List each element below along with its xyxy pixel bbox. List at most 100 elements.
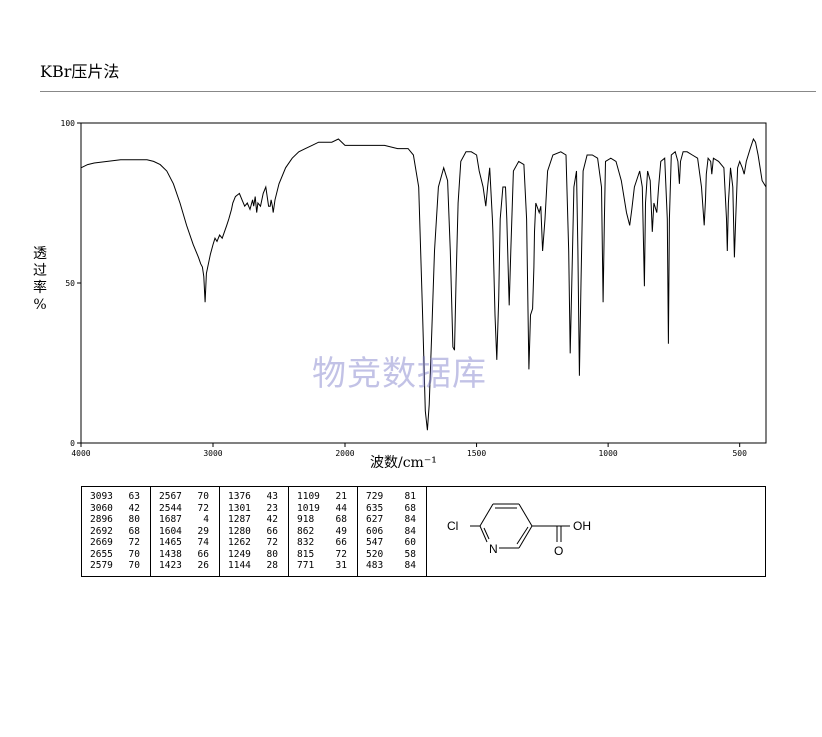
peak-transmittance: 81 [404,491,416,502]
peak-wavenumber: 1019 [297,502,320,514]
peak-table-row: 2544 72 [151,503,219,515]
plot-frame [80,122,767,444]
peak-transmittance: 70 [197,491,209,502]
peak-transmittance: 84 [404,560,416,571]
peak-wavenumber: 2655 [90,548,113,560]
peak-table-row: 606 84 [358,526,426,538]
peak-table-row: 1280 66 [220,526,288,538]
peak-transmittance: 72 [197,502,209,514]
x-axis-label: 波数/cm⁻¹ [370,455,437,471]
peak-table-row: 547 60 [358,537,426,549]
peak-wavenumber: 1301 [228,502,251,514]
x-tick-label: 4000 [71,449,90,458]
peak-wavenumber: 1287 [228,514,251,525]
peak-wavenumber: 1376 [228,491,251,502]
peak-transmittance: 26 [197,560,209,571]
peak-transmittance: 70 [128,560,140,571]
peak-wavenumber: 3060 [90,502,113,514]
peak-transmittance: 42 [128,502,140,514]
chlorine-label: Cl [447,519,458,533]
y-axis-label-char: 率 [33,280,47,296]
peak-table-row: 520 58 [358,549,426,561]
peak-transmittance: 68 [404,502,416,514]
peak-table-row: 729 81 [358,491,426,503]
peak-transmittance: 21 [335,491,347,502]
peak-table: 3093 63 3060 42 2896 80 2692 68 2669 72 2655 70 2579… [81,486,766,577]
x-axis-ticks: 4000 3000 2000 1500 1000 500 [71,443,747,458]
peak-wavenumber: 832 [297,537,315,548]
y-tick-label: 50 [65,279,75,288]
ir-spectrum-chart: 0 50 100 4000 3000 2000 1500 1000 500 [61,119,767,458]
peak-table-column: 729 81 635 68 627 84 606 84 547 60 520 58 483 84 [358,487,427,576]
oxygen-label: O [554,544,563,558]
peak-table-row: 771 31 [289,560,357,572]
peak-table-row: 2669 72 [82,537,150,549]
peak-wavenumber: 1109 [297,491,320,502]
peak-transmittance: 44 [335,502,347,514]
peak-transmittance: 80 [266,548,278,560]
peak-transmittance: 66 [197,548,209,560]
peak-transmittance: 66 [266,525,278,537]
peak-wavenumber: 2692 [90,525,113,537]
peak-table-row: 815 72 [289,549,357,561]
peak-wavenumber: 771 [297,560,315,571]
peak-table-row: 1287 42 [220,514,288,526]
y-axis-label: 透过率% [30,246,50,314]
peak-transmittance: 42 [266,514,278,525]
sample-method-label: KBr压片法 [40,62,120,81]
peak-transmittance: 68 [335,514,347,525]
peak-wavenumber: 606 [366,525,384,537]
peak-table-column: 2567 70 2544 72 1687 4 1604 29 1465 74 1438 66 1423 2… [151,487,220,576]
peak-table-row: 2655 70 [82,549,150,561]
peak-table-row: 1604 29 [151,526,219,538]
peak-wavenumber: 918 [297,514,315,525]
peak-transmittance: 80 [128,514,140,525]
peak-wavenumber: 815 [297,548,315,560]
peak-table-row: 862 49 [289,526,357,538]
peak-wavenumber: 547 [366,537,384,548]
peak-wavenumber: 1280 [228,525,251,537]
peak-table-row: 1376 43 [220,491,288,503]
peak-wavenumber: 2579 [90,560,113,571]
peak-wavenumber: 1423 [159,560,182,571]
peak-table-columns: 3093 63 3060 42 2896 80 2692 68 2669 72 2655 70 2579… [82,487,427,576]
peak-transmittance: 68 [128,525,140,537]
structure-drawing: Cl N O OH [447,503,591,558]
peak-wavenumber: 627 [366,514,384,525]
peak-wavenumber: 483 [366,560,384,571]
peak-table-row: 1019 44 [289,503,357,515]
peak-table-row: 3060 42 [82,503,150,515]
peak-transmittance: 29 [197,525,209,537]
peak-table-row: 1423 26 [151,560,219,572]
peak-wavenumber: 1465 [159,537,182,548]
peak-table-row: 1438 66 [151,549,219,561]
y-axis-label-char: 过 [33,263,47,279]
y-axis-ticks: 0 50 100 [61,119,81,448]
nitrogen-label: N [489,542,498,556]
peak-table-column: 1109 21 1019 44 918 68 862 49 832 66 815 72 771 31 [289,487,358,576]
peak-table-row: 1249 80 [220,549,288,561]
peak-table-row: 2896 80 [82,514,150,526]
peak-table-row: 2579 70 [82,560,150,572]
peak-transmittance: 74 [197,537,209,548]
peak-table-row: 627 84 [358,514,426,526]
spectrum-line [80,137,767,431]
y-axis-label-char: % [33,297,47,313]
peak-transmittance: 72 [266,537,278,548]
x-tick-label: 1500 [467,449,486,458]
peak-table-row: 635 68 [358,503,426,515]
y-tick-label: 0 [70,439,75,448]
peak-transmittance: 58 [404,548,416,560]
peak-transmittance: 66 [335,537,347,548]
peak-wavenumber: 2896 [90,514,113,525]
peak-table-row: 1144 28 [220,560,288,572]
header-divider [40,91,816,92]
peak-table-row: 918 68 [289,514,357,526]
peak-table-row: 832 66 [289,537,357,549]
peak-transmittance: 84 [404,525,416,537]
x-tick-label: 500 [732,449,747,458]
peak-transmittance: 31 [335,560,347,571]
peak-table-row: 1109 21 [289,491,357,503]
peak-table-row: 483 84 [358,560,426,572]
peak-wavenumber: 520 [366,548,384,560]
